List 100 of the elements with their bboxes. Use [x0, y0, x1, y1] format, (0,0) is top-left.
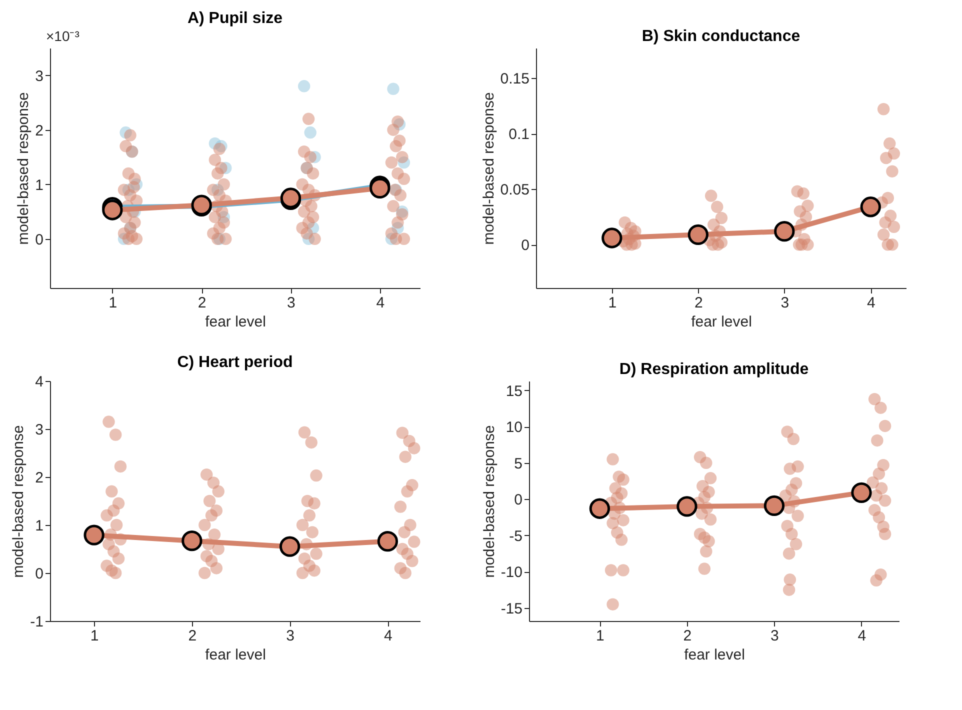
point [296, 518, 309, 532]
y-axis-title: model-based response [15, 92, 32, 245]
point [877, 103, 890, 116]
y-tick-label: 3 [35, 68, 44, 85]
y-tick-label: 5 [514, 455, 522, 472]
y-tick-label: 1 [35, 176, 44, 194]
x-axis-title: fear level [205, 314, 266, 330]
y-tick-label: 3 [35, 422, 44, 438]
point [210, 562, 223, 574]
x-tick-label: 3 [287, 294, 296, 312]
x-tick-label: 4 [866, 294, 876, 312]
point [84, 524, 104, 546]
x-tick-label: 2 [683, 628, 692, 644]
point [102, 416, 115, 428]
x-tick-label: 3 [286, 628, 294, 644]
y-tick-label: 0 [521, 237, 530, 254]
y-tick-label: -10 [500, 564, 522, 582]
point [883, 137, 896, 150]
y-tick-label: -5 [509, 528, 522, 545]
point [279, 536, 300, 557]
x-tick-label: 1 [596, 628, 604, 644]
point [298, 426, 311, 438]
point [109, 428, 122, 441]
x-tick-label: 2 [198, 294, 206, 312]
y-axis-title: model-based response [480, 92, 498, 245]
point [408, 536, 420, 548]
x-tick-label: 3 [770, 628, 779, 644]
y-axis-title: model-based response [10, 425, 28, 578]
point [796, 238, 808, 251]
point [308, 497, 320, 510]
point [110, 518, 123, 532]
x-tick-label: 4 [384, 628, 392, 644]
point [106, 485, 118, 498]
point [208, 528, 221, 541]
point [877, 228, 890, 241]
point [399, 566, 412, 580]
point [310, 548, 322, 560]
point [109, 566, 122, 580]
point [387, 82, 400, 96]
chart-title: C) Heart period [177, 354, 293, 371]
y-tick-label: 0 [514, 492, 522, 509]
point [886, 165, 898, 178]
y-tick-label: 0 [35, 231, 44, 248]
y-tick-label: 1 [35, 518, 44, 534]
point [860, 196, 881, 218]
point [715, 212, 728, 224]
chart-title: D) Respiration amplitude [619, 361, 809, 378]
x-tick-label: 4 [376, 294, 385, 312]
x-tick-label: 2 [188, 628, 197, 644]
point [704, 190, 718, 202]
y-tick-label: 2 [35, 122, 44, 140]
chart-title: B) Skin conductance [642, 28, 800, 45]
y-tick-label: 4 [35, 374, 44, 390]
point [851, 482, 872, 503]
point [398, 526, 410, 538]
point [880, 152, 892, 164]
point [305, 436, 318, 449]
point [408, 442, 420, 454]
point [797, 187, 810, 200]
point [886, 238, 898, 251]
x-tick-label: 1 [90, 628, 99, 644]
point [182, 530, 202, 552]
point [394, 500, 407, 513]
y-tick-label: 0.05 [500, 182, 530, 199]
point [296, 566, 309, 580]
point [396, 426, 409, 439]
point [112, 552, 125, 565]
point [212, 485, 224, 498]
point [306, 526, 318, 538]
point [399, 450, 412, 463]
chart-title: A) Pupil size [187, 10, 283, 27]
text: ×10⁻³ [46, 28, 80, 44]
point [303, 509, 316, 522]
point [114, 460, 127, 473]
point [198, 566, 211, 580]
point [203, 494, 216, 508]
y-axis-title: model-based response [480, 425, 498, 578]
y-tick-label: 15 [506, 382, 522, 400]
point [602, 228, 622, 248]
x-tick-label: 4 [858, 628, 866, 644]
y-tick-label: 2 [35, 470, 44, 486]
point [308, 564, 320, 577]
point [764, 495, 785, 516]
point [377, 531, 398, 552]
point [200, 468, 213, 481]
point [589, 498, 610, 519]
x-tick-label: 2 [694, 294, 703, 312]
point [401, 485, 414, 498]
y-tick-label: 10 [506, 419, 522, 436]
point [676, 496, 698, 517]
point [710, 200, 724, 213]
x-tick-label: 1 [108, 294, 118, 312]
x-tick-label: 1 [608, 294, 617, 312]
point [888, 220, 900, 233]
x-axis-title: fear level [205, 646, 266, 664]
x-tick-label: 3 [780, 294, 790, 312]
point [310, 469, 322, 482]
y-tick-label: -1 [30, 614, 44, 630]
point [406, 554, 418, 568]
point [774, 221, 795, 242]
